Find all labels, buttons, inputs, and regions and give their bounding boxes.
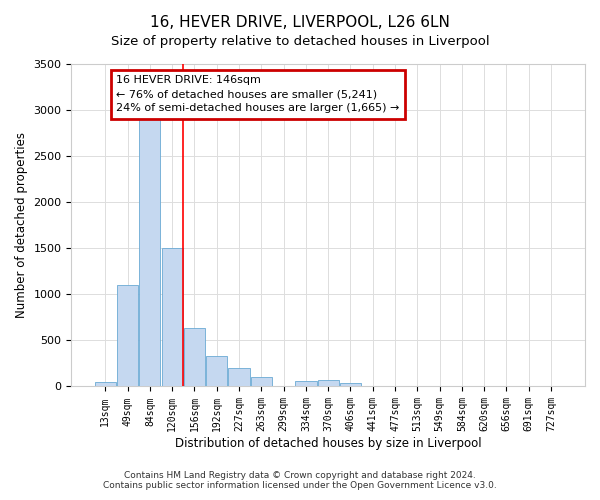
Bar <box>251 378 272 386</box>
Bar <box>295 382 317 386</box>
X-axis label: Distribution of detached houses by size in Liverpool: Distribution of detached houses by size … <box>175 437 482 450</box>
Y-axis label: Number of detached properties: Number of detached properties <box>15 132 28 318</box>
Bar <box>95 382 116 386</box>
Text: 16 HEVER DRIVE: 146sqm
← 76% of detached houses are smaller (5,241)
24% of semi-: 16 HEVER DRIVE: 146sqm ← 76% of detached… <box>116 75 400 113</box>
Bar <box>229 368 250 386</box>
Bar <box>340 383 361 386</box>
Bar <box>117 285 138 386</box>
Bar <box>161 248 183 386</box>
Text: 16, HEVER DRIVE, LIVERPOOL, L26 6LN: 16, HEVER DRIVE, LIVERPOOL, L26 6LN <box>150 15 450 30</box>
Bar <box>317 380 339 386</box>
Text: Contains HM Land Registry data © Crown copyright and database right 2024.
Contai: Contains HM Land Registry data © Crown c… <box>103 470 497 490</box>
Text: Size of property relative to detached houses in Liverpool: Size of property relative to detached ho… <box>110 35 490 48</box>
Bar <box>206 356 227 386</box>
Bar <box>184 328 205 386</box>
Bar <box>139 120 160 386</box>
